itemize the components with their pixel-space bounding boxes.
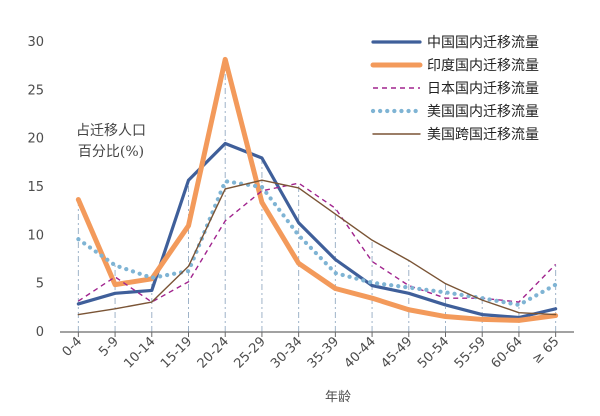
- x-tick-label-1: 5-9: [96, 334, 122, 360]
- legend-label-2: 日本国内迁移流量: [427, 81, 539, 97]
- x-tick-label-5: 25-29: [231, 334, 268, 371]
- x-tick-label-7: 35-39: [305, 334, 342, 371]
- legend-label-3: 美国国内迁移流量: [427, 104, 539, 120]
- legend-label-0: 中国国内迁移流量: [427, 35, 539, 51]
- y-axis-label-line-2: 百分比(%): [78, 144, 144, 160]
- y-tick-5: 5: [36, 277, 44, 292]
- x-tick-label-3: 15-19: [158, 334, 195, 371]
- y-tick-0: 0: [36, 325, 44, 340]
- vertical-guides: [77, 59, 557, 332]
- y-tick-25: 25: [27, 83, 44, 98]
- x-axis-label: 年龄: [325, 390, 351, 405]
- y-tick-20: 20: [27, 132, 44, 147]
- y-axis-label-line-1: 占迁移人口: [76, 123, 146, 139]
- series-line-4: [77, 179, 557, 316]
- x-tick-label-8: 40-44: [342, 334, 379, 371]
- x-tick-label-4: 20-24: [195, 334, 232, 371]
- legend-label-1: 印度国内迁移流量: [427, 58, 539, 74]
- x-tick-label-12: 60-64: [488, 334, 525, 371]
- x-tick-label-10: 50-54: [415, 334, 452, 371]
- series-group: [75, 56, 559, 323]
- y-tick-10: 10: [27, 228, 44, 243]
- y-tick-30: 30: [27, 35, 44, 50]
- x-tick-label-13: ≥ 65: [530, 334, 563, 367]
- x-tick-label-9: 45-49: [378, 334, 415, 371]
- x-tick-label-0: 0-4: [60, 334, 86, 360]
- x-tick-label-6: 30-34: [268, 334, 305, 371]
- series-line-0: [76, 141, 558, 320]
- x-tick-label-2: 10-14: [121, 334, 158, 371]
- y-tick-15: 15: [27, 180, 44, 195]
- series-line-1: [75, 56, 559, 323]
- x-tick-label-11: 55-59: [452, 334, 489, 371]
- legend-label-4: 美国跨国迁移流量: [427, 127, 539, 143]
